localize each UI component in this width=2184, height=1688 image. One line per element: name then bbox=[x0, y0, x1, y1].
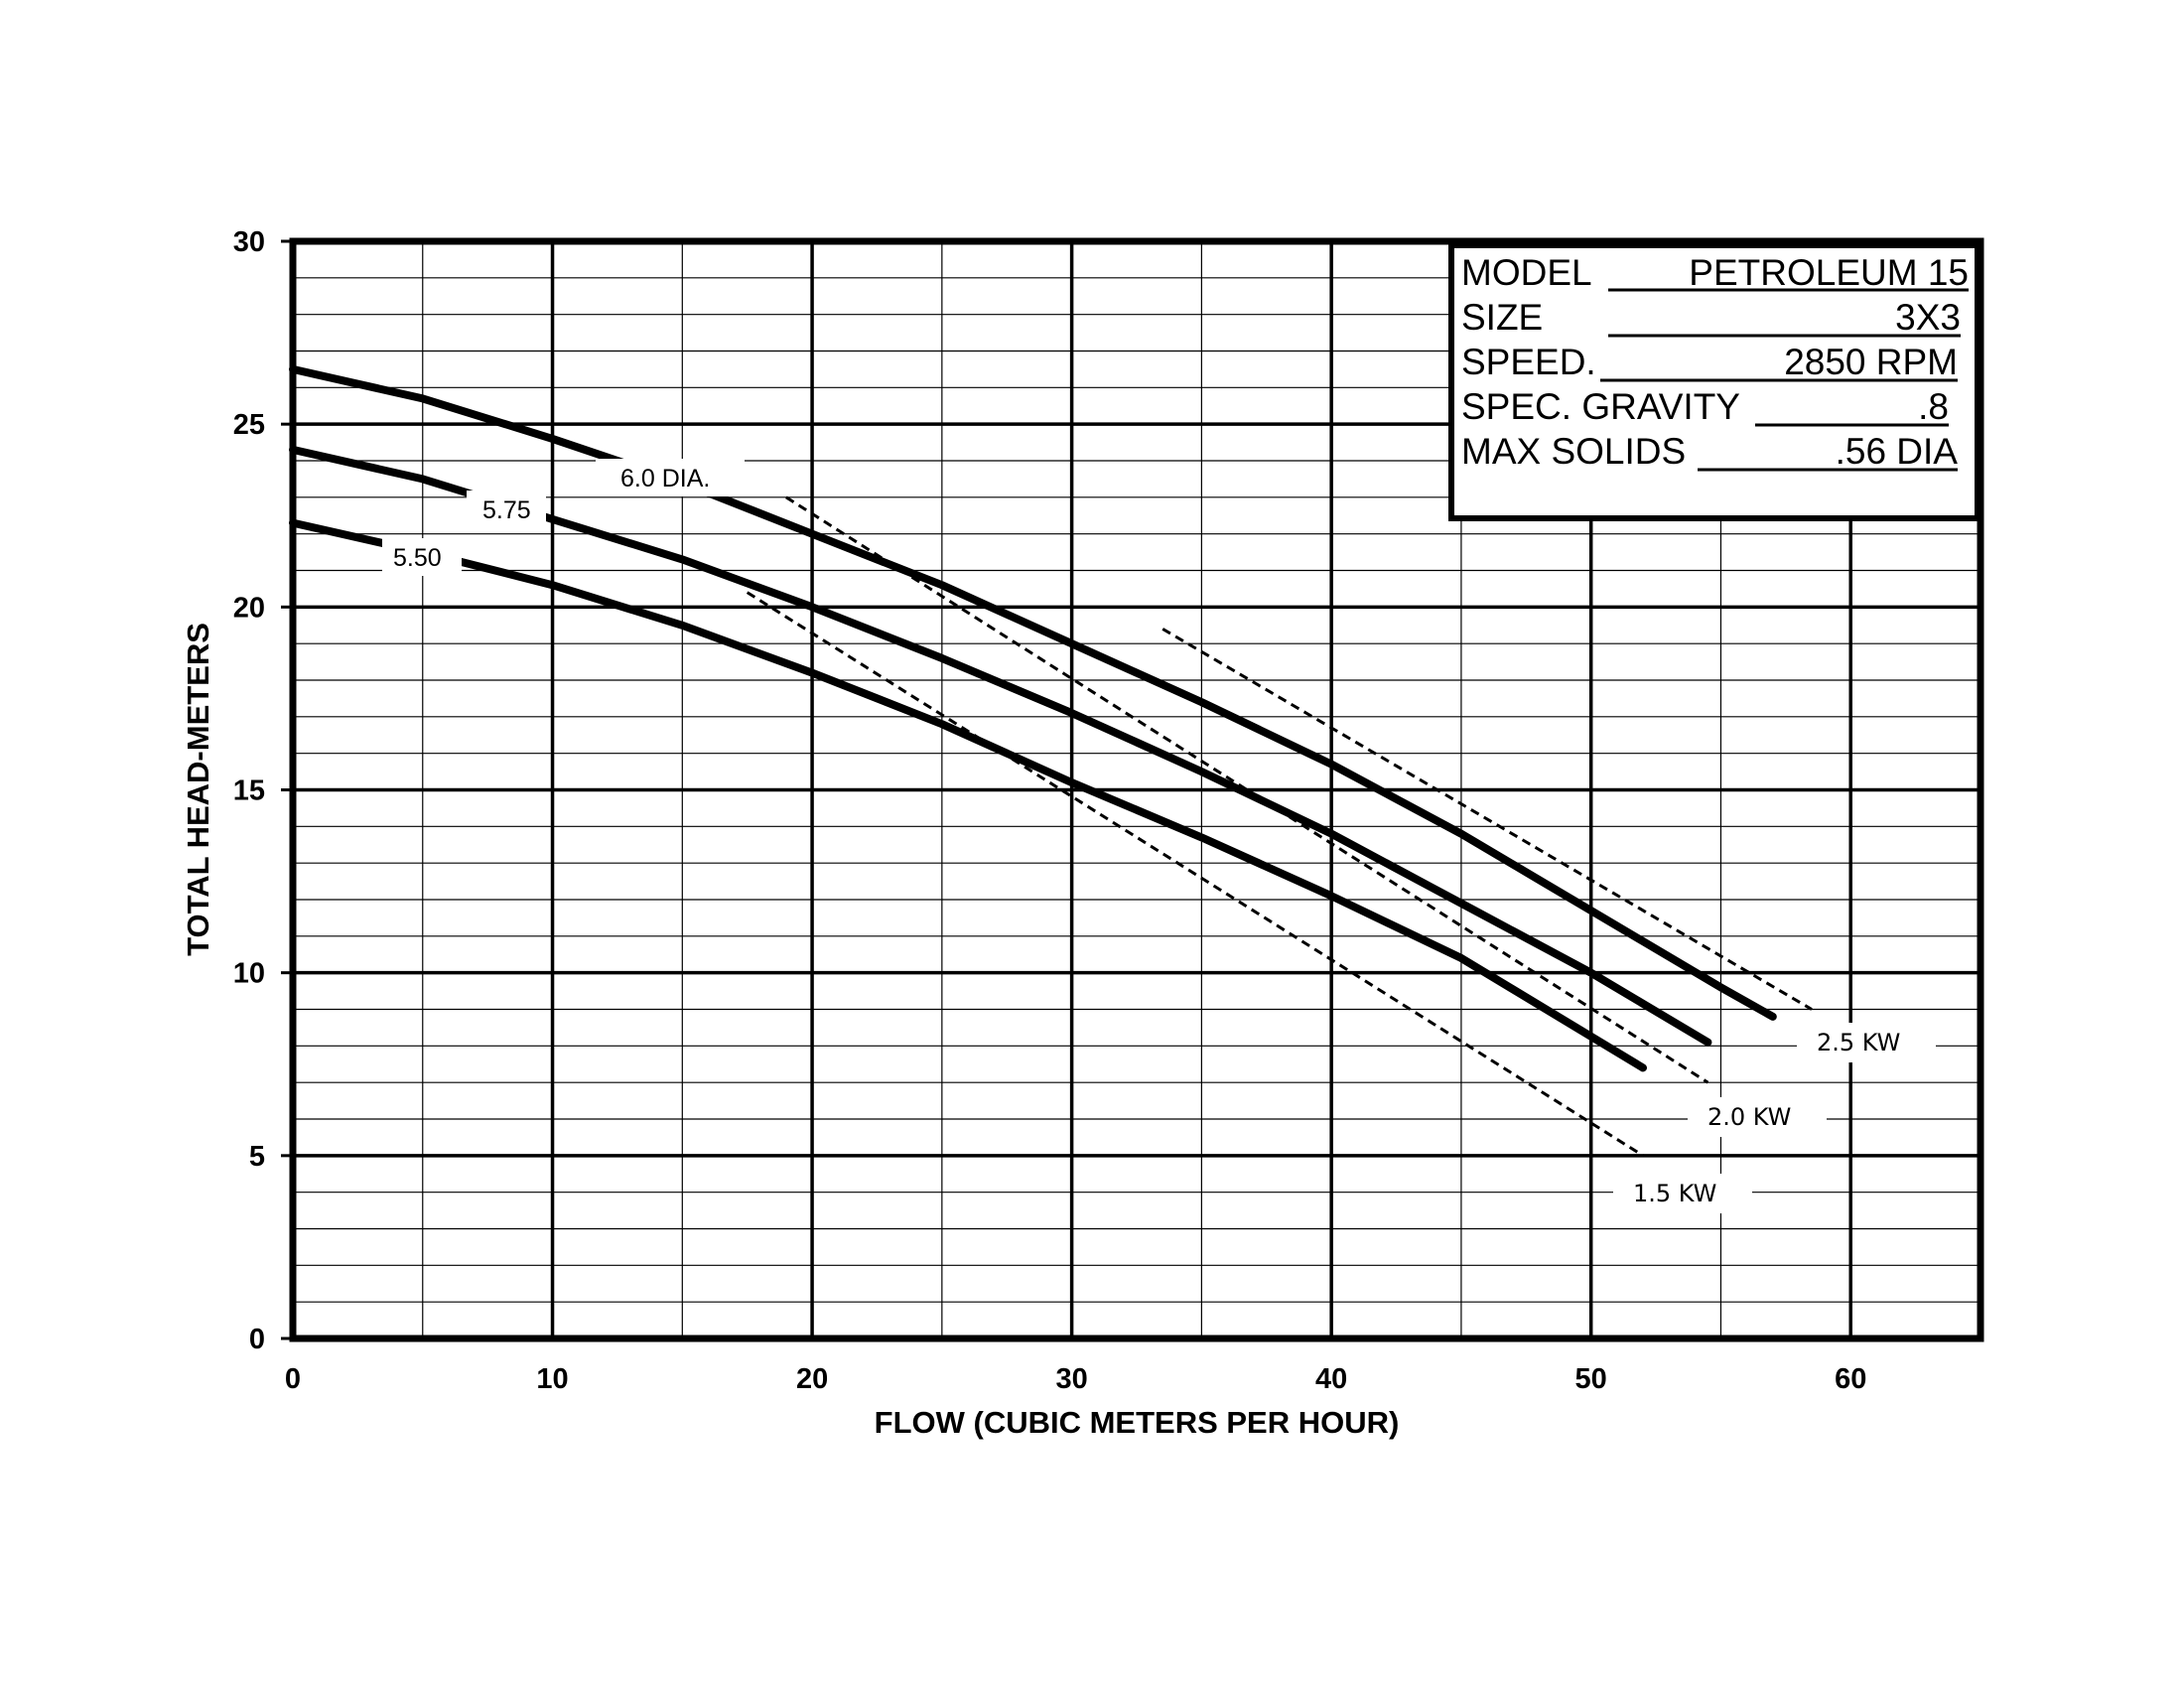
x-tick-label: 40 bbox=[1315, 1363, 1347, 1395]
x-tick-labels: 0 10 20 30 40 50 60 bbox=[285, 1363, 1866, 1395]
spec-size-label: SIZE bbox=[1461, 297, 1543, 338]
curve-label-550-bg bbox=[382, 538, 462, 576]
curve-label-550: 5.50 bbox=[382, 538, 462, 576]
spec-solids-label: MAX SOLIDS bbox=[1461, 431, 1686, 472]
x-tick-label: 10 bbox=[536, 1363, 568, 1395]
y-tick-label: 20 bbox=[233, 592, 265, 624]
y-tick-label: 30 bbox=[233, 226, 265, 258]
curve-label-60: 6.0 DIA. bbox=[596, 459, 745, 496]
y-tick-label: 25 bbox=[233, 409, 265, 441]
series-line-5-75 bbox=[289, 445, 1712, 1047]
kw-label-25: 2.5 KW bbox=[1797, 1023, 1936, 1062]
kw-label-20: 2.0 KW bbox=[1688, 1097, 1827, 1137]
x-tick-label: 0 bbox=[285, 1363, 301, 1395]
spec-size-value: 3X3 bbox=[1895, 297, 1961, 338]
plot-frame bbox=[289, 237, 1984, 1342]
y-tick-label: 10 bbox=[233, 958, 265, 990]
kw-label-25-bg bbox=[1797, 1023, 1936, 1062]
series-line-2-0-kw bbox=[785, 495, 1709, 1084]
kw-label-25-text: 2.5 KW bbox=[1817, 1029, 1900, 1056]
y-tick-label: 15 bbox=[233, 775, 265, 807]
spec-gravity-value: .8 bbox=[1918, 386, 1949, 427]
spec-model-value: PETROLEUM 15 bbox=[1689, 252, 1969, 293]
kw-label-20-text: 2.0 KW bbox=[1707, 1103, 1791, 1131]
y-tick-labels: 0 5 10 15 20 25 30 bbox=[233, 226, 293, 1355]
spec-solids-value: .56 DIA bbox=[1836, 431, 1959, 472]
series-line-2-5-kw bbox=[1161, 628, 1813, 1011]
x-tick-label: 30 bbox=[1055, 1363, 1087, 1395]
curve-label-575-bg bbox=[467, 491, 546, 528]
spec-box: MODEL PETROLEUM 15 SIZE 3X3 SPEED. 2850 … bbox=[1448, 242, 1980, 521]
x-tick-label: 20 bbox=[796, 1363, 828, 1395]
y-tick-label: 0 bbox=[249, 1324, 265, 1355]
y-axis-title: TOTAL HEAD-METERS bbox=[181, 623, 215, 956]
kw-label-15-text: 1.5 KW bbox=[1633, 1180, 1716, 1207]
series-line-1-5-kw bbox=[746, 591, 1644, 1158]
x-tick-label: 50 bbox=[1575, 1363, 1607, 1395]
kw-label-15-bg bbox=[1613, 1174, 1752, 1213]
series-line-6-0-dia- bbox=[289, 364, 1777, 1021]
curve-label-60-bg bbox=[596, 459, 745, 496]
y-tick-label: 5 bbox=[249, 1141, 265, 1173]
curve-label-575: 5.75 bbox=[467, 491, 546, 528]
x-tick-label: 60 bbox=[1835, 1363, 1866, 1395]
curve-label-550-text: 5.50 bbox=[393, 544, 442, 572]
spec-model-label: MODEL bbox=[1461, 252, 1592, 293]
curve-label-60-text: 6.0 DIA. bbox=[620, 465, 710, 492]
series-line-5-50 bbox=[289, 518, 1647, 1072]
spec-gravity-label: SPEC. GRAVITY bbox=[1461, 386, 1740, 427]
curve-label-575-text: 5.75 bbox=[482, 496, 531, 524]
kw-label-15: 1.5 KW bbox=[1613, 1174, 1752, 1213]
x-axis-title: FLOW (CUBIC METERS PER HOUR) bbox=[875, 1405, 1400, 1440]
spec-speed-label: SPEED. bbox=[1461, 342, 1596, 382]
kw-label-20-bg bbox=[1688, 1097, 1827, 1137]
spec-speed-value: 2850 RPM bbox=[1784, 342, 1958, 382]
series-layer bbox=[289, 364, 1813, 1158]
